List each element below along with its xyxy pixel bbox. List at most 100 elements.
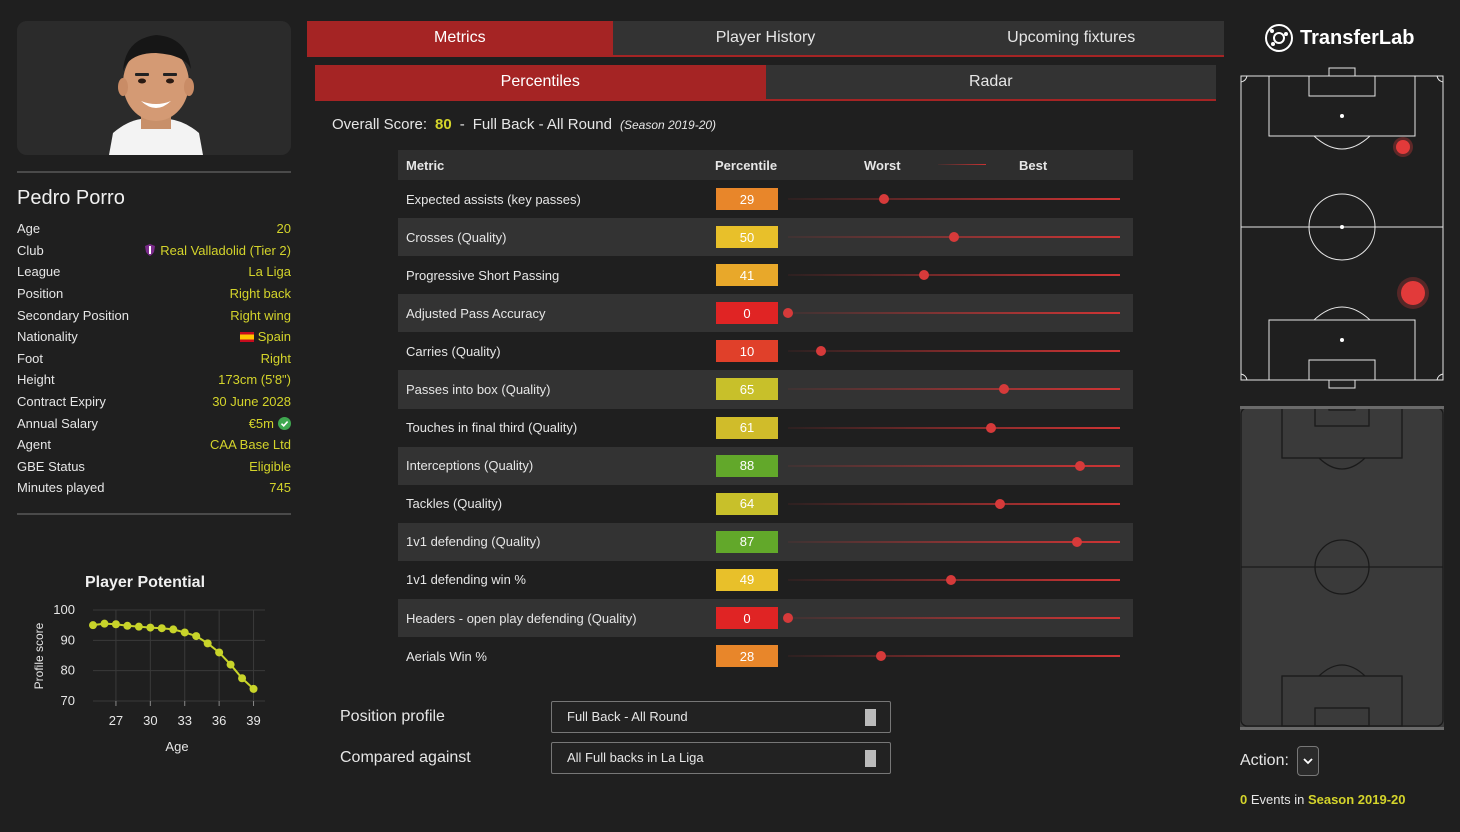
potential-data-point xyxy=(146,623,155,632)
percentile-track xyxy=(788,312,1120,315)
action-control: Action: xyxy=(1240,746,1319,776)
events-season: Season 2019-20 xyxy=(1307,792,1406,807)
position-profile-row: Position profile Full Back - All Round xyxy=(340,696,891,737)
percentile-track xyxy=(788,540,1120,543)
potential-data-point xyxy=(203,639,212,648)
potential-data-point xyxy=(89,621,97,630)
info-key: Annual Salary xyxy=(17,415,98,431)
potential-data-point xyxy=(192,632,201,641)
percentile-marker xyxy=(879,194,890,204)
percentile-marker xyxy=(816,346,827,357)
y-tick-label: 100 xyxy=(53,602,75,617)
info-value: La Liga xyxy=(248,264,291,279)
tab-upcoming-fixtures[interactable]: Upcoming fixtures xyxy=(1007,29,1136,46)
header-percentile: Percentile xyxy=(715,157,778,173)
metric-name: Expected assists (key passes) xyxy=(406,191,581,207)
info-key: Foot xyxy=(17,350,44,366)
select-handle-icon xyxy=(865,749,876,767)
verified-check-icon xyxy=(278,416,291,430)
metric-name: Progressive Short Passing xyxy=(406,267,560,283)
percentile-badge: 0 xyxy=(716,607,778,630)
metric-name: Tackles (Quality) xyxy=(406,496,503,512)
action-dropdown[interactable] xyxy=(1296,746,1319,776)
info-value-text: 20 xyxy=(276,221,291,237)
percentile-marker xyxy=(1071,536,1082,547)
info-value-text: CAA Base Ltd xyxy=(210,437,291,453)
info-value-text: 30 June 2028 xyxy=(212,394,291,410)
brand-name: TransferLab xyxy=(1300,26,1415,49)
y-tick-label: 70 xyxy=(61,693,75,708)
percentile-track xyxy=(788,464,1120,467)
metric-name: Passes into box (Quality) xyxy=(406,382,551,398)
tab-percentiles[interactable]: Percentiles xyxy=(315,65,766,99)
info-value: 173cm (5'8") xyxy=(218,372,291,387)
metric-row: 1v1 defending (Quality) 87 xyxy=(398,522,1133,561)
tab-player-history[interactable]: Player History xyxy=(715,29,816,46)
club-crest-icon xyxy=(145,244,156,257)
spain-flag-icon xyxy=(239,331,254,342)
overall-score-separator: - xyxy=(459,116,465,133)
metric-row: Headers - open play defending (Quality) 0 xyxy=(398,599,1133,638)
percentile-track xyxy=(788,274,1120,277)
chevron-down-icon xyxy=(1303,758,1313,765)
metric-row: Tackles (Quality) 64 xyxy=(398,485,1133,523)
header-scale-line xyxy=(938,164,986,165)
potential-data-point xyxy=(226,660,235,669)
compared-against-select[interactable]: All Full backs in La Liga xyxy=(551,741,891,774)
potential-data-point xyxy=(215,648,224,657)
potential-title: Player Potential xyxy=(85,574,205,591)
info-value: 20 xyxy=(277,221,291,236)
info-value: Eligible xyxy=(249,459,291,474)
metric-row: Aerials Win % 28 xyxy=(398,637,1133,675)
info-key: Nationality xyxy=(17,329,78,345)
metric-row: Progressive Short Passing 41 xyxy=(398,256,1133,294)
percentile-badge: 65 xyxy=(716,378,778,401)
percentile-badge: 50 xyxy=(716,226,778,249)
info-row: Age 20 xyxy=(17,218,291,240)
percentile-marker xyxy=(875,651,886,662)
percentile-marker xyxy=(998,384,1009,395)
info-key: Club xyxy=(17,242,44,258)
metric-row: Touches in final third (Quality) 61 xyxy=(398,409,1133,447)
events-summary: 0 Events in Season 2019-20 xyxy=(1240,792,1406,807)
metric-name: Touches in final third (Quality) xyxy=(406,420,578,436)
metric-name: Headers - open play defending (Quality) xyxy=(406,610,637,626)
metric-row: Adjusted Pass Accuracy 0 xyxy=(398,294,1133,333)
metrics-table-body: Expected assists (key passes) 29 Crosses (… xyxy=(398,180,1133,675)
info-key: Position xyxy=(17,286,64,302)
overall-score-label: Overall Score: xyxy=(332,116,428,133)
potential-data-point xyxy=(180,628,189,637)
info-value: 745 xyxy=(269,480,291,495)
potential-data-point xyxy=(111,620,120,629)
info-key: Minutes played xyxy=(17,480,105,496)
info-row: Nationality Spain xyxy=(17,326,291,348)
info-value-text: Right xyxy=(260,350,291,366)
percentile-track xyxy=(788,617,1120,620)
potential-series-line xyxy=(92,622,255,690)
player-photo xyxy=(17,21,291,155)
metrics-table: Metric Percentile Worst Best Expected as… xyxy=(398,150,1133,675)
info-value-text: €5m xyxy=(248,415,274,431)
percentile-badge: 61 xyxy=(716,416,778,439)
percentile-badge: 10 xyxy=(716,340,778,363)
info-value: 30 June 2028 xyxy=(212,394,291,409)
potential-data-point xyxy=(123,621,132,630)
tab-metrics[interactable]: Metrics xyxy=(307,21,613,55)
tab-radar[interactable]: Radar xyxy=(968,73,1013,90)
percentile-marker xyxy=(783,308,793,319)
info-key: League xyxy=(17,264,61,280)
potential-data-point xyxy=(249,684,258,693)
position-profile-select[interactable]: Full Back - All Round xyxy=(551,700,891,733)
info-key: Age xyxy=(17,221,41,237)
info-row: Foot Right xyxy=(17,348,291,370)
overall-score-season: (Season 2019-20) xyxy=(619,118,717,132)
action-label: Action: xyxy=(1240,752,1289,769)
info-value: Spain xyxy=(239,329,291,344)
metric-name: 1v1 defending win % xyxy=(406,572,526,588)
info-value-text: 745 xyxy=(269,480,291,496)
info-value: CAA Base Ltd xyxy=(210,437,291,452)
select-handle-icon xyxy=(865,708,876,726)
info-row: Minutes played 745 xyxy=(17,477,291,499)
info-row: Position Right back xyxy=(17,283,291,305)
events-text: Events in xyxy=(1247,792,1308,807)
